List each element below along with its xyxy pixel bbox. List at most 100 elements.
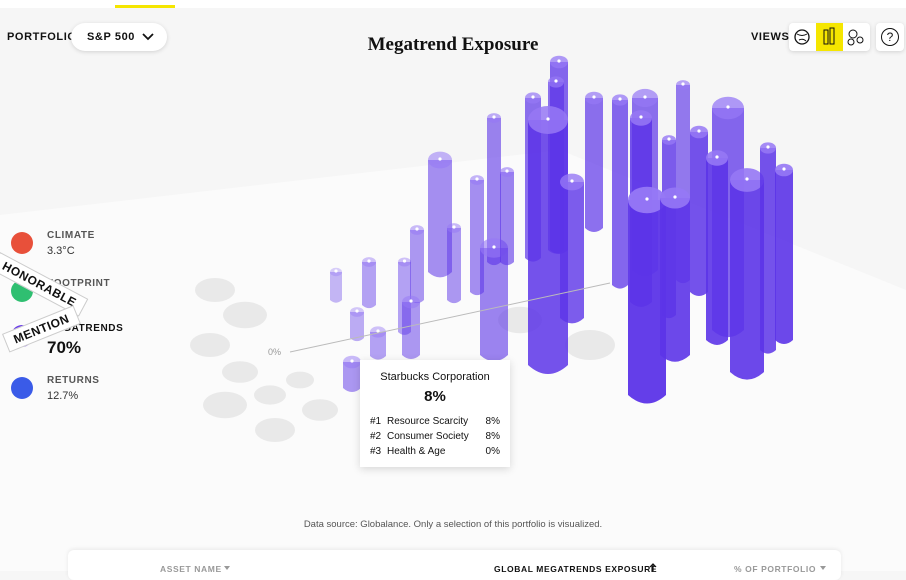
bar-marker <box>673 195 677 199</box>
bar-body <box>628 200 666 404</box>
metric-icon <box>11 232 33 254</box>
bar-marker <box>452 225 456 229</box>
tooltip-rank: #2 <box>370 431 382 442</box>
bar-marker <box>415 227 419 231</box>
column-header[interactable]: ASSET NAME <box>160 564 222 574</box>
bar-marker <box>726 105 730 109</box>
footnote: Data source: Globalance. Only a selectio… <box>303 519 603 530</box>
bar-marker <box>618 97 622 101</box>
axis-zero-label: 0% <box>268 347 282 357</box>
bubbles-view-button[interactable] <box>847 29 864 46</box>
bar-marker <box>639 115 643 119</box>
axis-line <box>289 282 611 353</box>
sort-icons <box>224 563 826 571</box>
views-label: VIEWS <box>751 31 790 43</box>
bar-body <box>706 158 728 345</box>
column-header[interactable]: GLOBAL MEGATRENDS EXPOSURE <box>494 564 658 574</box>
base-disc <box>254 385 286 405</box>
base-disc <box>190 333 230 357</box>
bar-marker <box>782 167 786 171</box>
base-disc <box>203 391 247 419</box>
active-tab-indicator <box>115 5 175 8</box>
bar-body <box>402 302 420 360</box>
bar-marker <box>546 117 550 121</box>
base-disc <box>195 278 235 302</box>
bar-marker <box>592 95 596 99</box>
page-title: Megatrend Exposure <box>367 34 539 55</box>
bar-marker <box>376 329 380 333</box>
bar-marker <box>570 179 574 183</box>
bar-body <box>487 118 501 266</box>
tooltip-trend: Resource Scarcity <box>387 416 469 427</box>
bar-marker <box>409 299 413 303</box>
tooltip-value: 8% <box>424 388 446 405</box>
bar-body <box>480 248 508 362</box>
portfolio-label: PORTFOLIO <box>7 31 77 43</box>
metric-label: FOOTPRINT <box>47 278 111 289</box>
bar-body <box>428 160 452 278</box>
top-strip <box>0 0 906 8</box>
bar-marker <box>745 177 749 181</box>
help-icon: ? <box>881 28 899 46</box>
tooltip-percent: 8% <box>485 431 500 442</box>
metric-value: 70% <box>47 338 82 357</box>
tooltip-rank: #3 <box>370 446 382 457</box>
bar-body <box>350 312 364 342</box>
bar-marker <box>531 95 535 99</box>
bar-body <box>660 198 690 362</box>
bar-body <box>775 170 793 345</box>
metric-label: MEGATRENDS <box>47 323 124 334</box>
bar-body <box>410 230 424 304</box>
metric-value: 3.3°C <box>47 245 75 257</box>
globe-view-button[interactable] <box>794 29 810 45</box>
portfolio-value: S&P 500 <box>87 31 136 43</box>
bars-view-button[interactable] <box>816 23 843 51</box>
metric-icon <box>11 377 33 399</box>
help-button[interactable]: ? <box>876 23 904 51</box>
bar-marker <box>667 137 671 141</box>
base-disc <box>222 361 258 383</box>
view-icons <box>794 23 864 51</box>
bar-marker <box>334 269 338 273</box>
tooltip: Starbucks Corporation 8% #1 Resource Scar… <box>360 360 510 467</box>
portfolio-dropdown[interactable]: S&P 500 <box>71 23 167 51</box>
bar-marker <box>681 82 685 86</box>
bar-body <box>612 100 628 289</box>
bar-marker <box>355 309 359 313</box>
column-header[interactable]: % OF PORTFOLIO <box>734 564 817 574</box>
bar-marker <box>492 115 496 119</box>
tooltip-rank: #1 <box>370 416 382 427</box>
metric-label: RETURNS <box>47 375 100 386</box>
bar-body <box>730 180 764 380</box>
bar-marker <box>505 169 509 173</box>
bar-body <box>585 98 603 233</box>
bar-body <box>330 272 342 303</box>
bar-marker <box>557 59 561 63</box>
base-disc <box>255 418 295 442</box>
bar-body <box>370 332 386 360</box>
bar-marker <box>475 177 479 181</box>
bar-marker <box>697 129 701 133</box>
metric-label: CLIMATE <box>47 230 95 241</box>
bar-marker <box>643 95 647 99</box>
bar-marker <box>645 197 649 201</box>
bar-marker <box>554 79 558 83</box>
bar-marker <box>438 157 442 161</box>
base-disc <box>286 371 314 389</box>
bar-body <box>500 172 514 266</box>
tooltip-trend: Consumer Society <box>387 431 469 442</box>
bar-body <box>362 262 376 309</box>
bar-marker <box>715 155 719 159</box>
base-disc <box>223 301 267 329</box>
tooltip-trend: Health & Age <box>387 446 446 457</box>
base-disc <box>565 330 615 360</box>
bar-body <box>560 182 584 324</box>
tooltip-name: Starbucks Corporation <box>380 371 490 383</box>
view-switcher <box>789 23 870 51</box>
bar-marker <box>492 245 496 249</box>
tooltip-percent: 8% <box>485 416 500 427</box>
bar-body <box>690 132 708 297</box>
bar-body <box>528 120 568 374</box>
